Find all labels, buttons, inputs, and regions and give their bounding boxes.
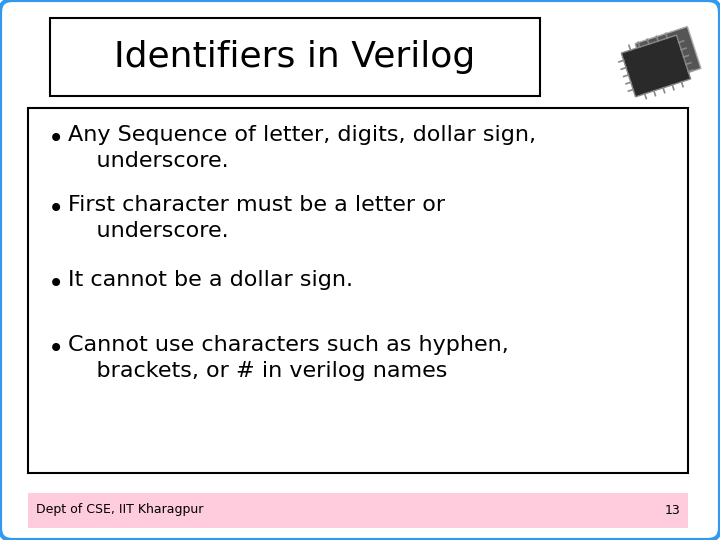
Polygon shape — [621, 35, 690, 97]
Text: •: • — [48, 195, 64, 223]
Text: Any Sequence of letter, digits, dollar sign,
    underscore.: Any Sequence of letter, digits, dollar s… — [68, 125, 536, 171]
Text: First character must be a letter or
    underscore.: First character must be a letter or unde… — [68, 195, 445, 241]
Text: 13: 13 — [665, 503, 680, 516]
Text: Dept of CSE, IIT Kharagpur: Dept of CSE, IIT Kharagpur — [36, 503, 203, 516]
Text: Cannot use characters such as hyphen,
    brackets, or # in verilog names: Cannot use characters such as hyphen, br… — [68, 335, 509, 381]
Text: •: • — [48, 335, 64, 363]
Text: It cannot be a dollar sign.: It cannot be a dollar sign. — [68, 270, 353, 290]
FancyBboxPatch shape — [50, 18, 540, 96]
FancyBboxPatch shape — [28, 108, 688, 473]
Polygon shape — [635, 26, 701, 85]
Bar — [28, 493, 688, 528]
Text: •: • — [48, 270, 64, 298]
Text: Identifiers in Verilog: Identifiers in Verilog — [114, 40, 476, 74]
Text: •: • — [48, 125, 64, 153]
